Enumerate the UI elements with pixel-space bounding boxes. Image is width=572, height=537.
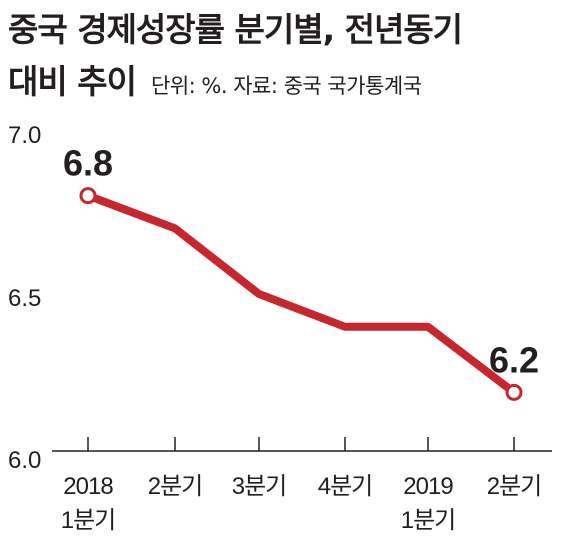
series-line <box>84 191 518 397</box>
chart-title-line2: 대비 추이 <box>8 62 137 101</box>
data-point-marker <box>505 383 523 401</box>
data-label: 6.2 <box>489 339 539 380</box>
y-tick-label: 6.5 <box>8 285 41 312</box>
y-tick-label: 7.0 <box>8 122 41 149</box>
chart-title-line1: 중국 경제성장률 분기별, 전년동기 <box>8 10 463 49</box>
y-tick-label: 6.0 <box>8 447 41 474</box>
x-tick-label: 4분기 <box>318 473 373 500</box>
x-tick-label: 2019 <box>403 473 453 500</box>
x-tick-label: 2분기 <box>148 473 203 500</box>
x-tick-label: 2분기 <box>487 473 542 500</box>
data-label: 6.8 <box>63 143 113 184</box>
source-note: 단위: %. 자료: 중국 국가통계국 <box>151 74 422 98</box>
title-row-2: 대비 추이 단위: %. 자료: 중국 국가통계국 <box>8 58 422 106</box>
x-tick-label: 1분기 <box>401 507 456 534</box>
x-tick-label: 3분기 <box>232 473 287 500</box>
data-point-marker <box>79 187 97 205</box>
x-tick-label: 1분기 <box>61 507 116 534</box>
x-tick-label: 2018 <box>63 473 113 500</box>
